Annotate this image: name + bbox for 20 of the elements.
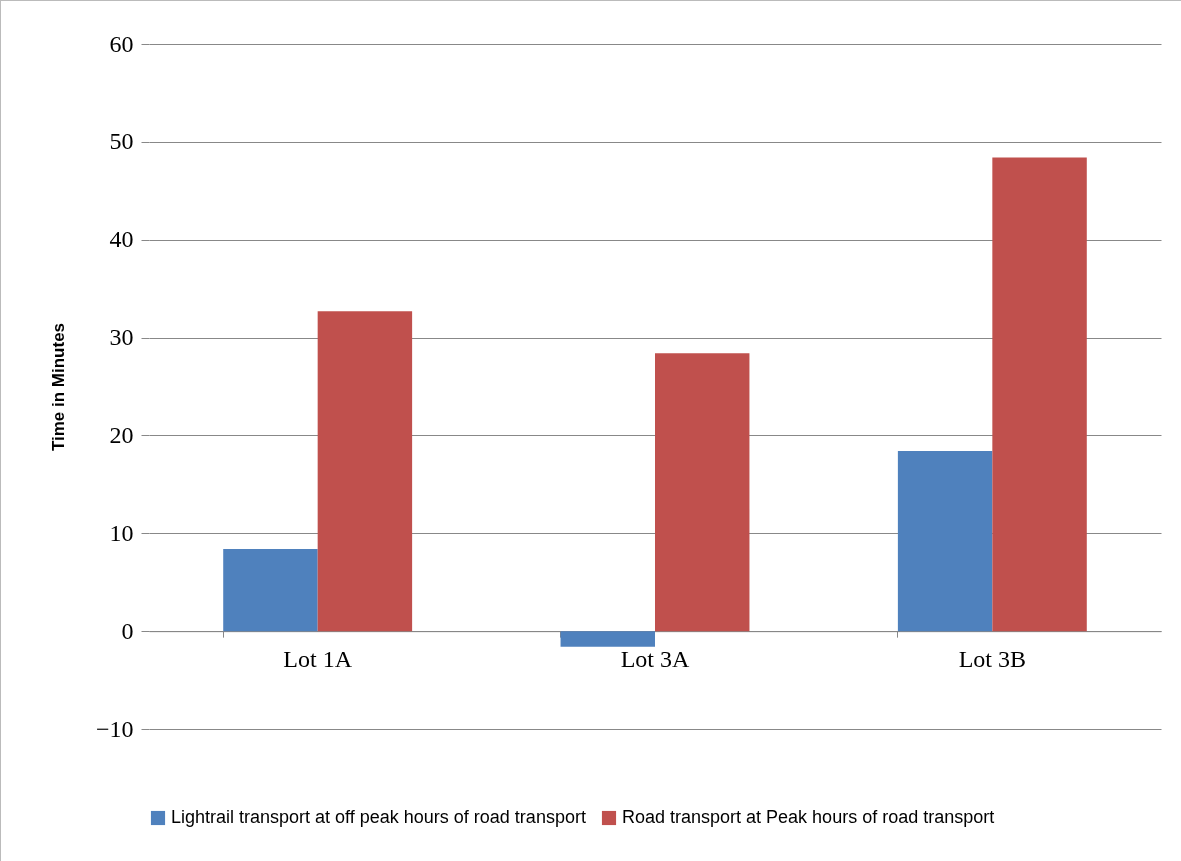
bar: [897, 451, 993, 632]
y-tick-label: −10: [95, 715, 134, 742]
y-tick-label: 40: [109, 226, 134, 253]
bar: [317, 311, 413, 632]
y-tick-label: 20: [109, 421, 134, 448]
y-tick-label: 50: [109, 128, 134, 155]
bar: [992, 157, 1087, 632]
legend-label: Road transport at Peak hours of road transport: [622, 807, 995, 827]
bar: [560, 631, 655, 647]
y-tick-label: 0: [121, 617, 134, 644]
y-tick-label: 30: [109, 324, 134, 351]
legend-label: Lightrail transport at off peak hours of road transport: [171, 807, 586, 827]
y-tick-label: 10: [109, 519, 134, 546]
x-tick-label: Lot 1A: [283, 645, 353, 672]
x-tick-label: Lot 3B: [958, 645, 1027, 672]
bar: [223, 548, 318, 632]
bar: [655, 353, 750, 632]
y-axis-title: Time in Minutes: [48, 322, 68, 452]
x-tick-label: Lot 3A: [620, 645, 690, 672]
y-tick-label: 60: [109, 30, 134, 57]
